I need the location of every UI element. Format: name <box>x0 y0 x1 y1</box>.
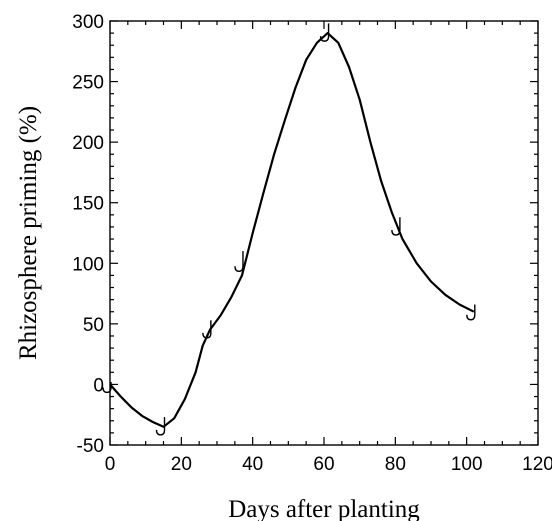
x-tick-labels: 0 20 40 60 80 100 120 <box>105 454 552 475</box>
y-tick-labels: -50 0 50 100 150 200 250 300 <box>72 12 104 457</box>
y-tick-label: 250 <box>72 73 104 94</box>
plot-frame <box>109 20 539 446</box>
y-tick-label: 150 <box>72 194 104 215</box>
y-tick-label: 100 <box>72 254 104 275</box>
y-tick-label: 50 <box>83 315 104 336</box>
x-tick-label: 20 <box>171 454 192 475</box>
y-tick-label: 0 <box>93 375 104 396</box>
y-axis-label: Rhizosphere priming (%) <box>15 106 42 360</box>
x-tick-label: 0 <box>105 454 116 475</box>
data-markers <box>102 23 476 436</box>
y-tick-label: 300 <box>72 12 104 33</box>
y-tick-label: -50 <box>77 436 104 457</box>
series-line <box>109 32 475 428</box>
minor-ticks <box>110 21 538 445</box>
data-point <box>319 23 330 42</box>
x-tick-label: 40 <box>242 454 263 475</box>
data-point <box>155 417 166 436</box>
data-point <box>466 304 476 321</box>
x-axis-label: Days after planting <box>228 496 420 521</box>
x-tick-label: 80 <box>385 454 406 475</box>
data-point <box>391 217 401 236</box>
data-point <box>102 382 112 394</box>
x-tick-label: 120 <box>522 454 552 475</box>
data-point <box>234 251 244 272</box>
major-ticks <box>109 20 539 446</box>
x-tick-label: 60 <box>313 454 334 475</box>
data-point <box>202 320 212 339</box>
y-tick-label: 200 <box>72 133 104 154</box>
x-tick-label: 100 <box>451 454 483 475</box>
